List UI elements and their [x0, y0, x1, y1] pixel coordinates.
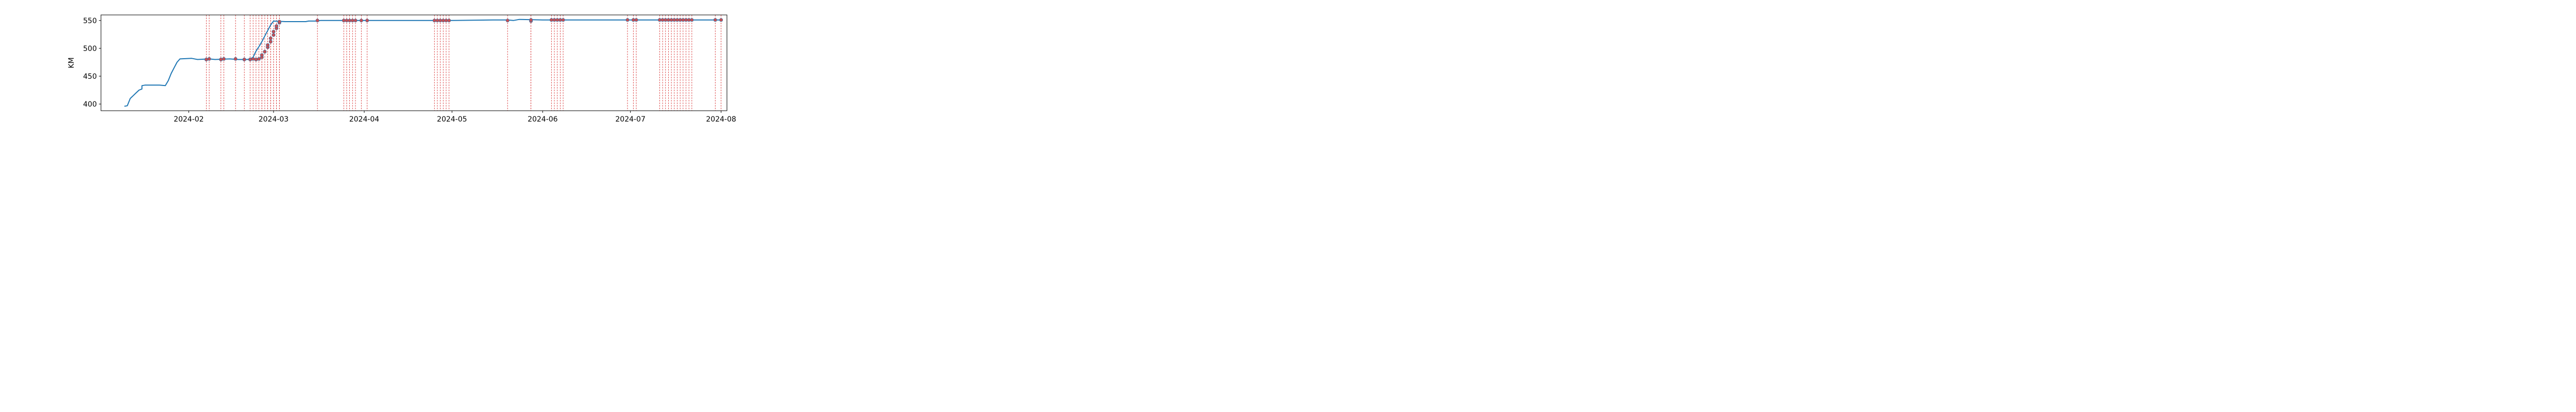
- x-tick-label: 2024-07: [615, 115, 646, 124]
- event-point: [248, 58, 252, 62]
- y-axis: 400 450 500 550: [83, 17, 101, 109]
- event-point: [233, 57, 238, 61]
- event-markers: [206, 15, 722, 111]
- event-point: [260, 53, 264, 57]
- x-tick-label: 2024-04: [349, 115, 380, 124]
- event-point: [204, 58, 208, 62]
- y-tick-label: 550: [83, 17, 97, 25]
- event-point: [719, 18, 723, 22]
- event-point: [353, 19, 358, 23]
- event-point: [713, 18, 717, 22]
- event-point: [222, 57, 226, 61]
- x-tick-label: 2024-08: [706, 115, 736, 124]
- event-point: [365, 19, 369, 23]
- series-layer: [124, 19, 721, 107]
- y-tick-label: 500: [83, 45, 97, 53]
- event-point: [207, 57, 211, 61]
- event-point: [242, 58, 246, 62]
- series-line: [124, 19, 721, 107]
- event-point: [263, 49, 267, 54]
- event-point: [277, 20, 281, 24]
- event-points: [204, 18, 723, 62]
- event-point: [266, 43, 270, 47]
- event-point: [268, 40, 273, 44]
- x-tick-label: 2024-05: [437, 115, 467, 124]
- km-over-time-chart: 2024-02 2024-03 2024-04 2024-05 2024-06 2024-…: [67, 14, 736, 124]
- event-point: [254, 58, 258, 62]
- x-tick-label: 2024-06: [528, 115, 558, 124]
- event-point: [561, 18, 565, 22]
- event-point: [634, 18, 638, 22]
- event-point: [219, 58, 223, 62]
- event-point: [275, 24, 279, 28]
- plot-frame: [100, 14, 727, 111]
- event-point: [625, 18, 630, 22]
- y-tick-label: 400: [83, 100, 97, 109]
- event-point: [359, 19, 363, 23]
- event-point: [315, 19, 319, 23]
- x-tick-label: 2024-02: [174, 115, 204, 124]
- event-point: [257, 57, 261, 61]
- event-point: [505, 19, 510, 23]
- x-axis: 2024-02 2024-03 2024-04 2024-05 2024-06 2024-…: [174, 111, 736, 124]
- event-point: [272, 29, 276, 33]
- event-point: [251, 57, 255, 61]
- y-axis-label: KM: [67, 57, 76, 68]
- event-point: [272, 33, 276, 37]
- x-tick-label: 2024-03: [259, 115, 289, 124]
- event-point: [447, 19, 451, 23]
- event-point: [690, 18, 694, 22]
- y-tick-label: 450: [83, 73, 97, 81]
- event-point: [268, 36, 273, 40]
- event-point: [529, 18, 533, 22]
